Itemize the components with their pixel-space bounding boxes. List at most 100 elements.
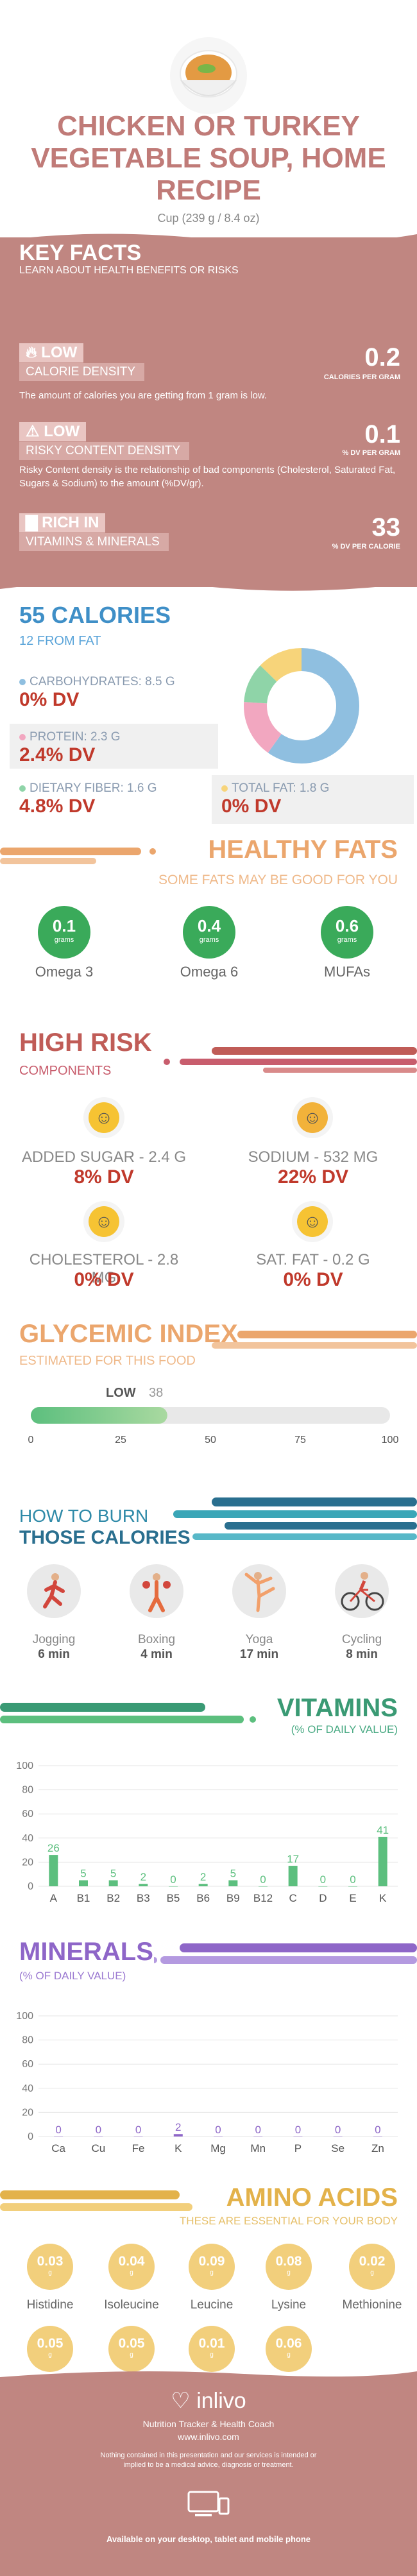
amino-unit: g xyxy=(48,2351,52,2358)
vitamins-title: VITAMINS xyxy=(277,1694,398,1722)
vitamin-value-label: 0 xyxy=(260,1873,266,1886)
vitamin-value-label: 2 xyxy=(140,1871,146,1883)
mufa-value: 0.6 xyxy=(335,916,359,935)
glycemic-tick: 0 xyxy=(28,1435,34,1446)
boxing-icon xyxy=(130,1564,183,1618)
amino-name-isoleucine: Isoleucine xyxy=(104,2298,159,2312)
amino-value: 0.06 xyxy=(275,2336,302,2351)
key-facts-bottom-wave xyxy=(0,577,417,591)
vitamin-category-label: B6 xyxy=(196,1892,210,1904)
yoga-time: 17 min xyxy=(239,1648,279,1661)
amino-badge-phenylalanine: 0.05 g xyxy=(27,2326,73,2372)
mineral-ytick: 60 xyxy=(22,2059,33,2070)
fat-stat: TOTAL FAT: 1.8 g 0% DV xyxy=(212,775,414,824)
fiber-dot xyxy=(19,785,26,792)
vitamin-bar-B5 xyxy=(169,1886,178,1887)
amino-name-histidine: Histidine xyxy=(26,2298,74,2312)
vitamin-value-label: 26 xyxy=(47,1842,60,1854)
sodium-neutral-face-icon: ☺︎ xyxy=(297,1102,328,1133)
mineral-category-label: Zn xyxy=(371,2142,384,2154)
cycling-icon xyxy=(335,1564,389,1618)
omega3-unit: grams xyxy=(54,936,74,944)
donut-slice-total-fat xyxy=(260,648,302,682)
vitamin-ytick: 80 xyxy=(22,1785,33,1796)
high-risk-title: HIGH RISK xyxy=(19,1028,152,1057)
amino-unit: g xyxy=(210,2269,214,2276)
calorie-density-unit: CALORIES PER GRAM xyxy=(323,373,400,381)
donut-slice-dietary-fiber xyxy=(244,665,277,704)
vitamin-category-label: B5 xyxy=(167,1892,180,1904)
vitamin-bar-B3 xyxy=(139,1884,148,1886)
high-risk-stripes xyxy=(164,1047,417,1073)
mineral-value-label: 0 xyxy=(96,2124,101,2136)
mineral-bar-K xyxy=(173,2134,183,2137)
vitamins-bar-chart: 0 20 40 60 80 100 26 A 5 B1 5 B2 2 B3 0 B5 2 B6 5 B9 0 B12 17 C… xyxy=(16,1761,398,1904)
amino-badge-lysine: 0.08 g xyxy=(266,2244,312,2290)
vitamin-value-label: 2 xyxy=(200,1871,206,1883)
calorie-density-description: The amount of calories you are getting f… xyxy=(19,390,268,401)
mineral-ytick: 20 xyxy=(22,2107,33,2118)
amino-unit: g xyxy=(130,2269,133,2276)
risky-density-description: Risky Content density is the relationshi… xyxy=(19,465,396,489)
vitamin-category-label: B2 xyxy=(106,1892,120,1904)
page-title: CHICKEN OR TURKEY VEGETABLE SOUP, HOME R… xyxy=(0,110,417,207)
vitamin-value-label: 5 xyxy=(80,1868,86,1880)
footer-tagline: Nutrition Tracker & Health Coach xyxy=(142,2419,275,2429)
amino-value: 0.09 xyxy=(198,2254,225,2269)
mineral-ytick: 80 xyxy=(22,2035,33,2046)
footer-url[interactable]: www.inlivo.com xyxy=(178,2432,239,2442)
mufa-name: MUFAs xyxy=(323,964,371,980)
vitamin-bar-B12 xyxy=(259,1886,268,1887)
vitamin-ytick: 40 xyxy=(22,1833,33,1844)
amino-value: 0.08 xyxy=(275,2254,302,2269)
key-facts-title: KEY FACTS xyxy=(19,241,142,265)
carbs-dv: 0% DV xyxy=(19,689,80,710)
amino-value: 0.05 xyxy=(37,2336,64,2351)
mineral-value-label: 0 xyxy=(55,2124,61,2136)
fiber-dv: 4.8% DV xyxy=(19,796,96,817)
glycemic-subtitle: ESTIMATED FOR THIS FOOD xyxy=(19,1354,196,1368)
amino-unit: g xyxy=(370,2269,374,2276)
footer-brand[interactable]: ♡ inlivo xyxy=(171,2389,246,2413)
vitamins-subtitle: (% OF DAILY VALUE) xyxy=(291,1723,398,1736)
title-line-3: RECIPE xyxy=(156,175,261,206)
sodium-dv: 22% DV xyxy=(277,1166,349,1188)
minerals-subtitle: (% OF DAILY VALUE) xyxy=(19,1970,126,1982)
glycemic-tick: 100 xyxy=(382,1435,399,1446)
vitamin-value-label: 17 xyxy=(287,1853,299,1865)
mineral-ytick: 40 xyxy=(22,2083,33,2094)
mineral-category-label: Se xyxy=(331,2142,345,2154)
cycling-time: 8 min xyxy=(346,1648,378,1661)
mineral-category-label: Ca xyxy=(51,2142,65,2154)
amino-badge-leucine: 0.09 g xyxy=(189,2244,235,2290)
flame-icon: 🔥︎ xyxy=(26,344,37,361)
protein-dv: 2.4% DV xyxy=(19,744,96,765)
title-line-2: VEGETABLE SOUP, HOME xyxy=(31,142,386,174)
vitamin-bar-B1 xyxy=(79,1880,88,1886)
added-sugar-dv: 8% DV xyxy=(74,1166,134,1188)
glycemic-level-label: LOW xyxy=(106,1386,136,1400)
boxing-time: 4 min xyxy=(140,1648,173,1661)
mineral-category-label: P xyxy=(294,2142,302,2154)
risky-density-unit: % DV PER GRAM xyxy=(342,449,400,457)
mineral-category-label: Cu xyxy=(91,2142,105,2154)
glycemic-scale: 0 25 50 75 100 xyxy=(28,1407,399,1446)
vitamin-category-label: B12 xyxy=(253,1892,273,1904)
vitamin-bar-B6 xyxy=(198,1884,208,1886)
glycemic-stripes xyxy=(212,1331,417,1349)
high-risk-subtitle: COMPONENTS xyxy=(19,1064,112,1078)
glycemic-title: GLYCEMIC INDEX xyxy=(19,1320,238,1348)
cholesterol-grin-icon: ☺︎ xyxy=(89,1206,119,1237)
mineral-value-label: 0 xyxy=(335,2124,341,2136)
vitamin-category-label: B1 xyxy=(77,1892,90,1904)
mufa-badge: 0.6 grams xyxy=(321,906,373,959)
omega6-value: 0.4 xyxy=(197,916,221,935)
mineral-category-label: Mn xyxy=(250,2142,266,2154)
vitamin-category-label: E xyxy=(349,1892,356,1904)
cholesterol-dv: 0% DV xyxy=(74,1269,134,1290)
risky-density-label: RISKY CONTENT DENSITY xyxy=(19,442,190,460)
devices-icon xyxy=(186,2489,231,2525)
heart-logo-icon: ♡ xyxy=(171,2389,191,2413)
mineral-value-label: 0 xyxy=(255,2124,260,2136)
footer-available: Available on your desktop, tablet and mo… xyxy=(106,2534,311,2544)
